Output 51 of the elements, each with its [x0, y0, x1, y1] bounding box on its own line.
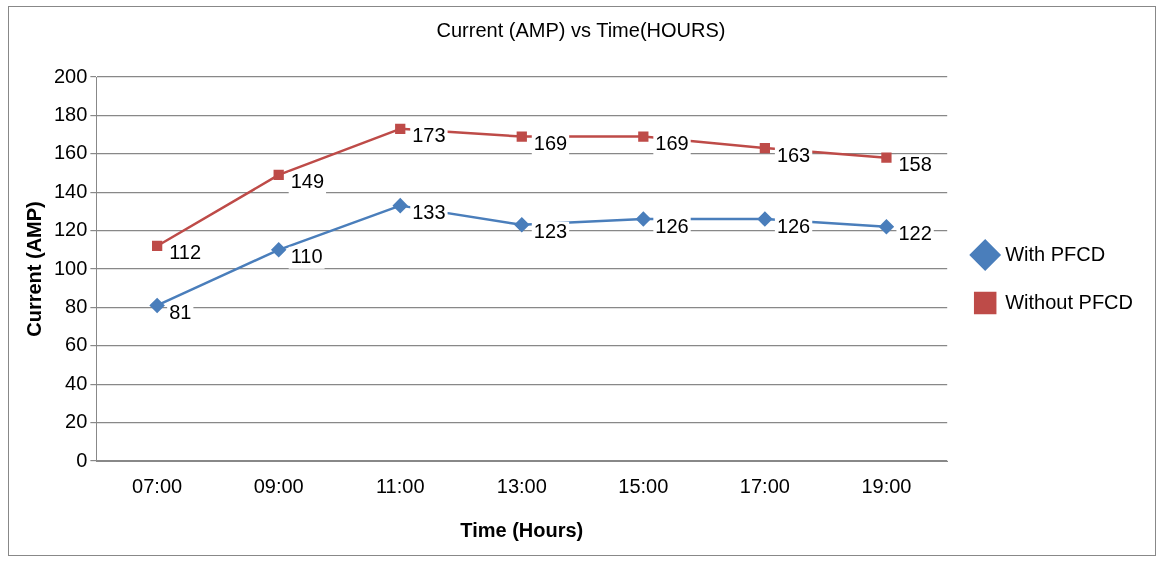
- x-axis-title: Time (Hours): [460, 518, 584, 541]
- data-label: 126: [655, 214, 689, 237]
- point: [879, 219, 894, 235]
- x-tick-label: 11:00: [375, 474, 425, 497]
- y-tick-label: 160: [53, 141, 88, 164]
- y-tick-label: 120: [53, 218, 88, 241]
- y-tick-label: 80: [65, 294, 88, 317]
- legend-label: With PFCD: [1005, 242, 1106, 265]
- x-tick-label: 17:00: [739, 474, 790, 497]
- data-label: 158: [898, 153, 932, 176]
- x-tick-label: 07:00: [132, 474, 183, 497]
- x-tick-label: 15:00: [618, 474, 669, 497]
- point: [757, 211, 773, 227]
- point: [152, 240, 163, 252]
- point: [395, 123, 406, 134]
- x-tick-label: 09:00: [253, 474, 304, 497]
- y-tick-label: 180: [53, 102, 88, 125]
- y-tick-label: 40: [65, 371, 88, 394]
- y-tick-label: 140: [53, 179, 88, 202]
- data-label: 173: [412, 124, 446, 147]
- legend-label: Without PFCD: [1005, 290, 1134, 313]
- point: [759, 142, 771, 154]
- y-axis-title: Current (AMP): [22, 201, 45, 337]
- point: [392, 198, 408, 213]
- data-label: 169: [655, 132, 689, 155]
- chart-title: Current (AMP) vs Time(HOURS): [436, 18, 726, 41]
- data-label: 112: [169, 241, 202, 264]
- data-label: 163: [776, 143, 811, 166]
- y-tick-label: 60: [65, 333, 88, 356]
- x-tick-label: 13:00: [496, 474, 547, 497]
- point: [881, 152, 892, 163]
- data-label: 81: [169, 301, 192, 323]
- data-label: 122: [898, 222, 932, 245]
- data-label: 126: [776, 214, 811, 237]
- data-label: 169: [533, 132, 568, 155]
- data-label: 133: [412, 201, 446, 224]
- point: [514, 217, 530, 233]
- point: [516, 131, 527, 142]
- x-tick-label: 19:00: [861, 474, 912, 497]
- y-tick-label: 100: [53, 256, 88, 279]
- y-tick-label: 200: [53, 64, 88, 87]
- y-tick-label: 0: [76, 448, 88, 471]
- point: [273, 169, 284, 181]
- data-label: 110: [290, 245, 323, 268]
- y-tick-label: 20: [65, 410, 88, 433]
- point: [149, 298, 165, 313]
- point: [638, 131, 649, 142]
- point: [271, 242, 286, 258]
- data-label: 149: [290, 170, 325, 193]
- point: [636, 211, 651, 227]
- data-label: 123: [533, 220, 568, 243]
